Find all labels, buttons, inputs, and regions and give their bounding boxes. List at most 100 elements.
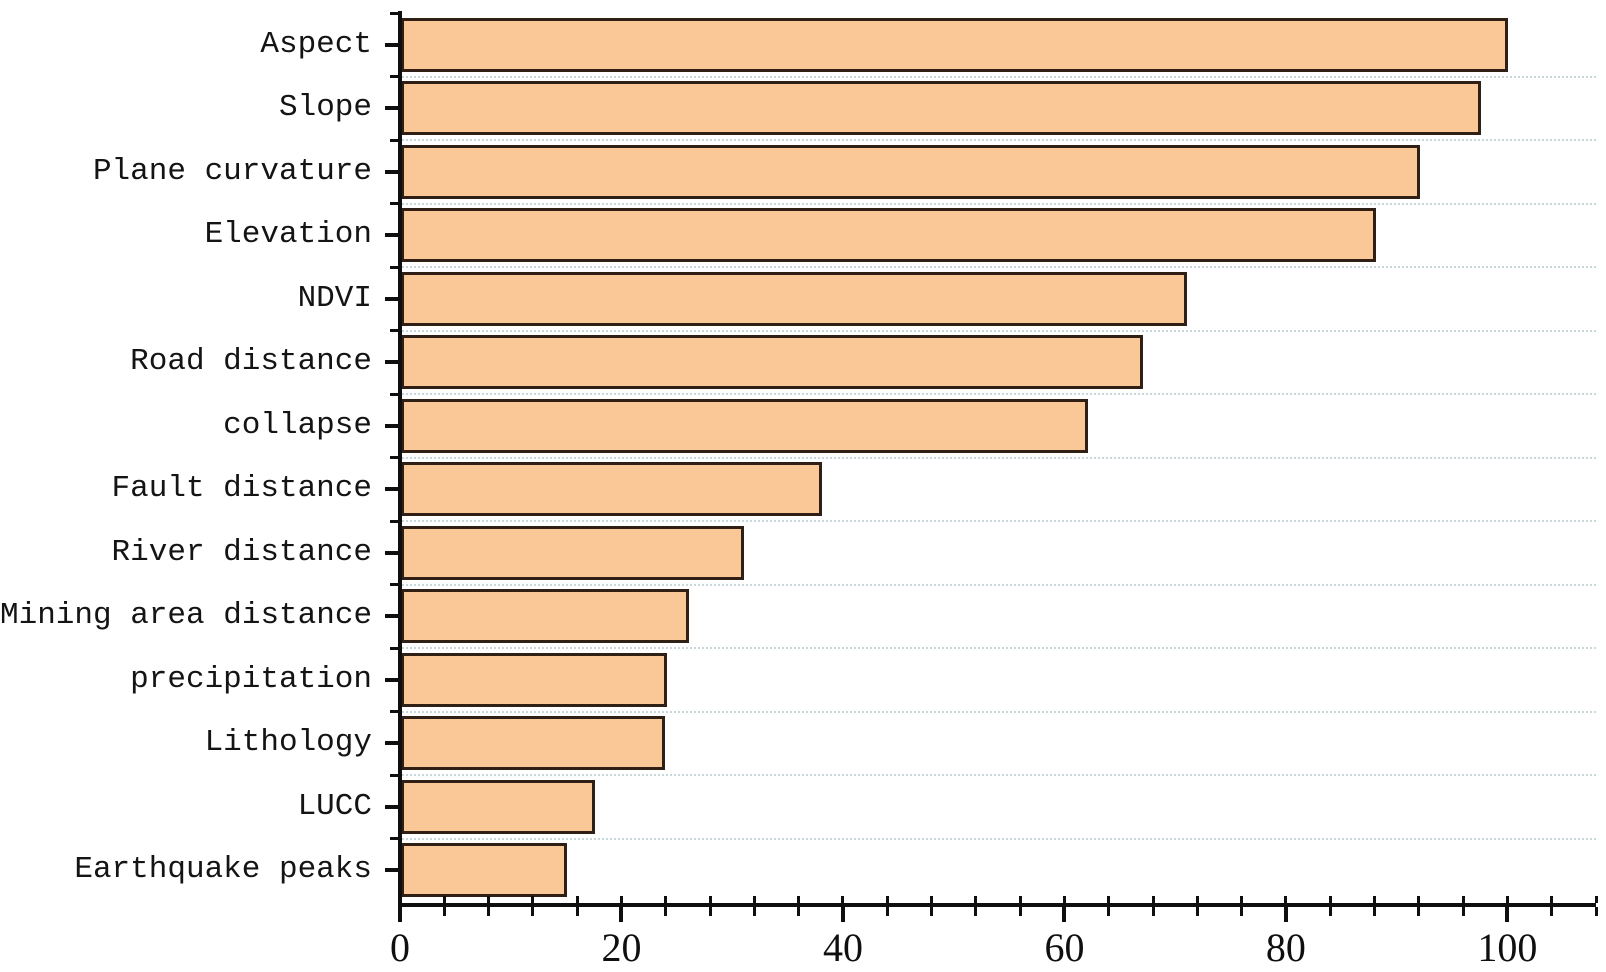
category-label: Aspect [260,26,372,62]
x-axis-inside-tick [841,896,845,903]
x-axis-inside-tick [1373,896,1377,903]
category-label: Mining area distance [0,598,373,634]
y-axis-major-tick [385,868,400,873]
y-axis-minor-tick [390,202,400,205]
x-axis-major-tick [1283,907,1288,922]
x-axis-inside-tick [930,896,934,903]
y-axis-major-tick [385,550,400,555]
x-axis-inside-tick [797,896,801,903]
x-axis-inside-tick [1151,896,1155,903]
x-axis-minor-tick [442,907,446,916]
y-axis-major-tick [385,614,400,619]
y-axis-major-tick [385,487,400,492]
y-axis-major-tick [385,296,400,301]
x-axis-major-tick [1505,907,1510,922]
category-label: Plane curvature [92,153,372,189]
x-axis-inside-tick [1461,896,1465,903]
x-axis-minor-tick [487,907,491,916]
y-axis-major-tick [385,677,400,682]
x-axis-major-tick [1062,907,1067,922]
x-axis-minor-tick [1550,907,1554,916]
bar [401,652,667,707]
bar [401,398,1088,453]
y-axis-major-tick [385,42,400,47]
x-axis-tick-label: 40 [822,925,863,970]
x-axis-inside-tick [1107,896,1111,903]
x-axis-minor-tick [885,907,889,916]
y-axis-major-tick [385,741,400,746]
x-axis-inside-tick [974,896,978,903]
x-axis-inside-tick [664,896,668,903]
category-label: Earthquake peaks [74,852,372,888]
x-axis-minor-tick [797,907,801,916]
category-label: precipitation [130,661,372,697]
x-axis-minor-tick [708,907,712,916]
gridline [402,583,1596,586]
y-axis-line [398,11,402,907]
bar [401,335,1143,390]
y-axis-minor-tick [390,710,400,713]
x-axis-minor-tick [930,907,934,916]
category-label: River distance [111,534,372,570]
x-axis-tick-label: 20 [601,925,642,970]
bar [401,843,567,898]
x-axis-inside-tick [1062,896,1066,903]
y-axis-major-tick [385,233,400,238]
gridline [402,202,1596,205]
category-label: Elevation [204,217,372,253]
category-label: NDVI [297,280,372,316]
y-axis-minor-tick [390,75,400,78]
y-axis-major-tick [385,423,400,428]
x-axis-inside-tick [1240,896,1244,903]
bar [401,208,1376,263]
gridline [402,520,1596,522]
category-label: LUCC [297,788,372,824]
x-axis-tick-label: 60 [1044,925,1085,970]
gridline [402,75,1596,78]
gridline [402,710,1596,713]
x-axis-major-tick [840,907,845,922]
category-label: Road distance [130,344,372,380]
gridline [402,456,1596,459]
category-label: Slope [278,90,372,126]
gridline [402,837,1596,840]
gridline [402,774,1596,776]
gridline [402,139,1596,141]
y-axis-minor-tick [390,456,400,459]
x-axis-inside-tick [619,896,623,903]
x-axis-major-tick [398,907,402,922]
x-axis-inside-tick [1018,896,1022,903]
x-axis-minor-tick [531,907,535,916]
x-axis-inside-tick [1594,896,1598,903]
y-axis-minor-tick [390,329,400,332]
bar [401,144,1420,199]
x-axis-inside-tick [708,896,712,903]
x-axis-minor-tick [1107,907,1111,916]
y-axis-major-tick [385,106,400,111]
y-axis-major-tick [385,360,400,365]
x-axis-minor-tick [1373,907,1377,916]
x-axis-inside-tick [752,896,756,903]
x-axis-inside-tick [1328,896,1332,903]
x-axis-minor-tick [1461,907,1465,916]
x-axis-inside-tick [575,896,579,903]
x-axis-minor-tick [1594,907,1598,916]
x-axis-minor-tick [664,907,668,916]
x-axis-tick-label: 80 [1265,925,1306,970]
x-axis-inside-tick [487,896,491,903]
y-axis-minor-tick [390,583,400,586]
x-axis-minor-tick [1417,907,1421,916]
x-axis-inside-tick [1284,896,1288,903]
x-axis-inside-tick [1505,896,1509,903]
x-axis-inside-tick [885,896,889,903]
x-axis-tick-label: 0 [390,925,410,970]
gridline [402,266,1596,268]
y-axis-minor-tick [390,837,400,840]
y-axis-major-tick [385,804,400,809]
x-axis-inside-tick [442,896,446,903]
bar [401,17,1508,72]
bar [401,462,822,517]
x-axis-minor-tick [1151,907,1155,916]
y-axis-minor-tick [390,138,400,142]
